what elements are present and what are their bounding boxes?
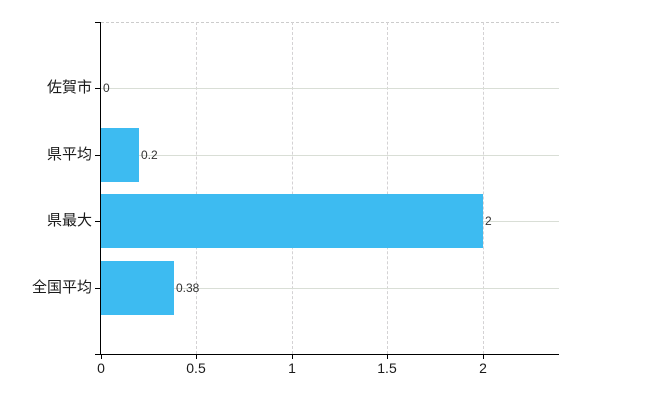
bar (101, 128, 139, 182)
x-axis-tick (387, 354, 388, 359)
x-axis-tick (196, 354, 197, 359)
horizontal-gridline (101, 88, 559, 89)
horizontal-gridline (101, 288, 559, 289)
x-tick-label: 2 (479, 360, 487, 376)
x-axis-line (95, 354, 559, 355)
bar (101, 194, 483, 248)
y-axis-tick (95, 288, 100, 289)
bar (101, 261, 174, 315)
x-axis-tick (101, 354, 102, 359)
bar-value-label: 0 (103, 81, 110, 95)
x-axis-tick (292, 354, 293, 359)
x-axis-tick (483, 354, 484, 359)
vertical-gridline (292, 22, 293, 354)
y-axis-top-tick (95, 22, 100, 23)
bar-value-label: 2 (485, 214, 492, 228)
horizontal-gridline (101, 155, 559, 156)
bar-value-label: 0.38 (176, 281, 200, 295)
vertical-gridline (483, 22, 484, 354)
category-label: 佐賀市 (46, 79, 92, 96)
y-axis-tick (95, 155, 100, 156)
y-axis-tick (95, 88, 100, 89)
vertical-gridline (196, 22, 197, 354)
vertical-gridline (387, 22, 388, 354)
y-axis-tick (95, 221, 100, 222)
plot-top-border (101, 22, 559, 23)
x-tick-label: 0.5 (186, 360, 206, 376)
category-label: 県平均 (46, 146, 92, 163)
x-tick-label: 0 (97, 360, 105, 376)
y-axis-line (100, 22, 101, 354)
category-label: 県最大 (46, 212, 92, 229)
x-tick-label: 1.5 (377, 360, 397, 376)
bar-value-label: 0.2 (141, 148, 158, 162)
x-tick-label: 1 (288, 360, 296, 376)
category-label: 全国平均 (31, 279, 92, 296)
